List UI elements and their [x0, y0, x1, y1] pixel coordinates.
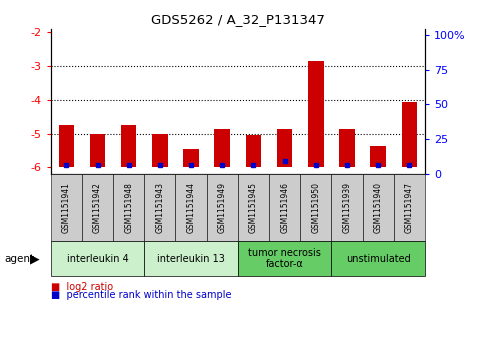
- Text: GSM1151945: GSM1151945: [249, 182, 258, 233]
- Text: GSM1151950: GSM1151950: [312, 182, 320, 233]
- Bar: [370, 146, 386, 167]
- Bar: [402, 102, 417, 167]
- Text: GSM1151946: GSM1151946: [280, 182, 289, 233]
- Text: GSM1151943: GSM1151943: [156, 182, 164, 233]
- Text: GSM1151940: GSM1151940: [374, 182, 383, 233]
- Text: GSM1151942: GSM1151942: [93, 182, 102, 233]
- Bar: [152, 134, 168, 167]
- Title: GDS5262 / A_32_P131347: GDS5262 / A_32_P131347: [151, 13, 325, 26]
- Bar: [58, 125, 74, 167]
- Bar: [308, 61, 324, 167]
- Text: ■  log2 ratio: ■ log2 ratio: [51, 282, 113, 292]
- Bar: [246, 135, 261, 167]
- Bar: [277, 129, 293, 167]
- Bar: [339, 129, 355, 167]
- Text: tumor necrosis
factor-α: tumor necrosis factor-α: [248, 248, 321, 269]
- Bar: [183, 149, 199, 167]
- Text: GSM1151941: GSM1151941: [62, 182, 71, 233]
- Text: ■  percentile rank within the sample: ■ percentile rank within the sample: [51, 290, 231, 300]
- Text: unstimulated: unstimulated: [346, 254, 411, 264]
- Text: interleukin 13: interleukin 13: [157, 254, 225, 264]
- Text: GSM1151948: GSM1151948: [124, 182, 133, 233]
- Text: GSM1151944: GSM1151944: [186, 182, 196, 233]
- Text: agent: agent: [5, 254, 35, 264]
- Text: GSM1151949: GSM1151949: [218, 182, 227, 233]
- Text: interleukin 4: interleukin 4: [67, 254, 128, 264]
- Text: GSM1151939: GSM1151939: [342, 182, 352, 233]
- Text: GSM1151947: GSM1151947: [405, 182, 414, 233]
- Bar: [90, 134, 105, 167]
- Bar: [121, 125, 137, 167]
- Bar: [214, 129, 230, 167]
- Text: ▶: ▶: [30, 252, 40, 265]
